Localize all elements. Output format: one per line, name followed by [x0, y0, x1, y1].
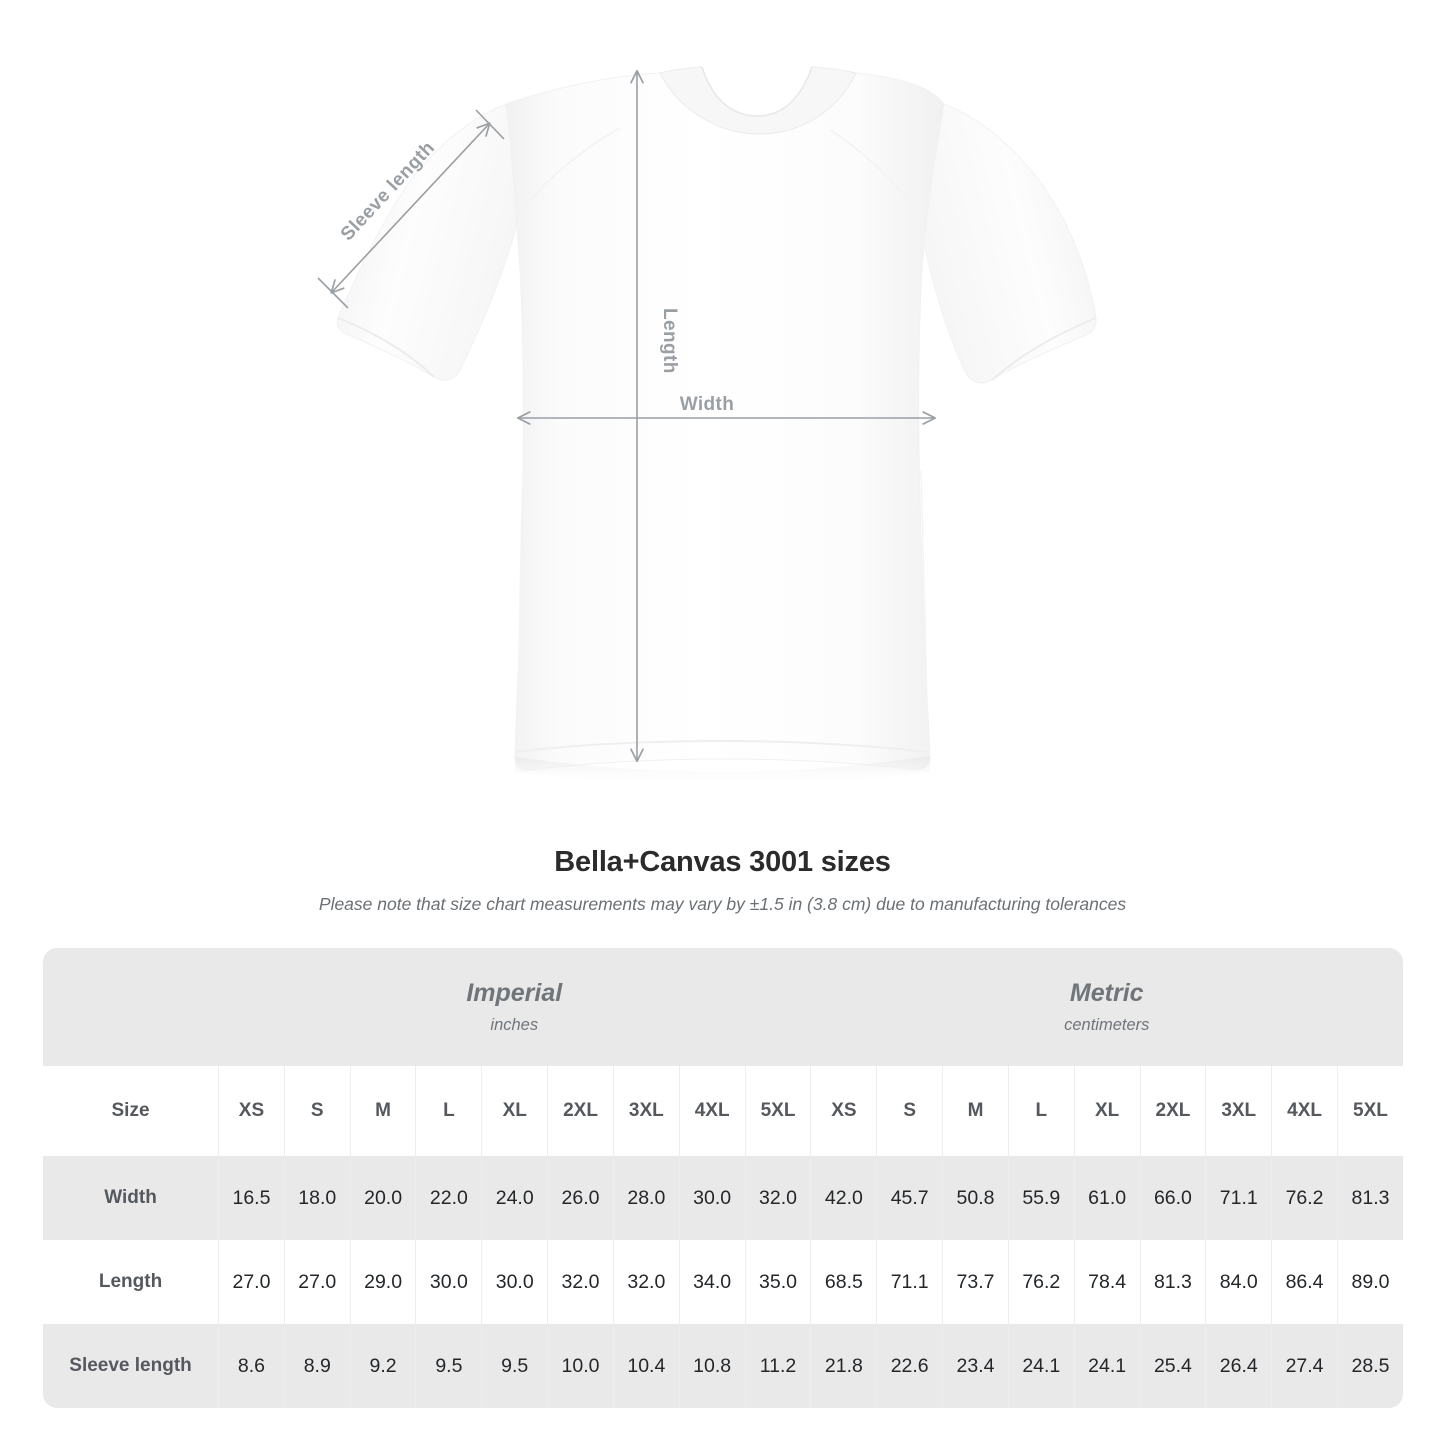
cell-length-imperial: 30.0 [415, 1240, 482, 1324]
cell-width-imperial: 28.0 [612, 1156, 679, 1240]
cell-length-metric: 81.3 [1139, 1240, 1206, 1324]
table-row: Length 27.0 27.0 29.0 30.0 30.0 32.0 32.… [43, 1240, 1403, 1324]
cell-sleeve-metric: 25.4 [1139, 1324, 1206, 1408]
cell-width-metric: 50.8 [942, 1156, 1008, 1240]
tshirt-diagram: Sleeve length Length Width [317, 66, 1097, 786]
cell-width-metric: 61.0 [1073, 1156, 1140, 1240]
row-label-length: Length [43, 1240, 219, 1324]
size-header-cell: M [942, 1066, 1008, 1156]
cell-width-metric: 45.7 [876, 1156, 943, 1240]
cell-width-imperial: 30.0 [678, 1156, 745, 1240]
cell-sleeve-metric: 21.8 [810, 1324, 877, 1408]
cell-sleeve-metric: 27.4 [1271, 1324, 1337, 1408]
cell-width-imperial: 24.0 [481, 1156, 548, 1240]
size-header-cell: 2XL [547, 1066, 613, 1156]
cell-sleeve-imperial: 8.6 [218, 1324, 284, 1408]
size-header-cell: M [349, 1066, 416, 1156]
cell-width-metric: 76.2 [1271, 1156, 1337, 1240]
cell-width-imperial: 20.0 [349, 1156, 416, 1240]
cell-sleeve-metric: 28.5 [1336, 1324, 1403, 1408]
row-label-width: Width [43, 1156, 219, 1240]
unit-banner-spacer [43, 948, 219, 1066]
cell-sleeve-imperial: 9.5 [481, 1324, 548, 1408]
unit-group-metric: Metric centimeters [810, 948, 1403, 1066]
tolerance-note: Please note that size chart measurements… [318, 893, 1127, 914]
cell-sleeve-metric: 22.6 [876, 1324, 943, 1408]
cell-length-imperial: 29.0 [349, 1240, 416, 1324]
size-header-cell: 2XL [1139, 1066, 1206, 1156]
cell-width-metric: 81.3 [1336, 1156, 1403, 1240]
size-header-cell: XS [810, 1066, 877, 1156]
cell-sleeve-imperial: 9.2 [349, 1324, 416, 1408]
unit-group-metric-sub: centimeters [1064, 1015, 1150, 1034]
cell-width-imperial: 16.5 [218, 1156, 284, 1240]
cell-width-imperial: 18.0 [283, 1156, 350, 1240]
size-header-cell: S [283, 1066, 350, 1156]
size-header-cell: 5XL [1336, 1066, 1403, 1156]
cell-width-imperial: 32.0 [744, 1156, 811, 1240]
page-title: Bella+Canvas 3001 sizes [554, 846, 891, 878]
cell-length-imperial: 32.0 [612, 1240, 679, 1324]
size-chart-table: Imperial inches Metric centimeters Size … [43, 948, 1403, 1408]
unit-group-metric-name: Metric [1069, 979, 1144, 1008]
size-header-cell: L [1007, 1066, 1074, 1156]
size-header-cell: XL [1073, 1066, 1140, 1156]
cell-sleeve-imperial: 11.2 [744, 1324, 811, 1408]
cell-length-metric: 73.7 [942, 1240, 1008, 1324]
size-header-cell: L [415, 1066, 482, 1156]
cell-length-metric: 71.1 [876, 1240, 943, 1324]
cell-length-metric: 78.4 [1073, 1240, 1140, 1324]
row-label-sleeve-length: Sleeve length [43, 1324, 219, 1408]
cell-sleeve-imperial: 9.5 [415, 1324, 482, 1408]
size-header-cell: XS [218, 1066, 284, 1156]
cell-width-metric: 71.1 [1205, 1156, 1272, 1240]
cell-length-metric: 84.0 [1205, 1240, 1272, 1324]
cell-sleeve-imperial: 10.0 [547, 1324, 613, 1408]
width-annotation: Width [516, 394, 937, 425]
size-header-cell: 5XL [744, 1066, 811, 1156]
unit-group-imperial-name: Imperial [466, 979, 563, 1008]
size-header-cell: S [876, 1066, 943, 1156]
size-header-cell: 4XL [678, 1066, 745, 1156]
cell-length-imperial: 32.0 [547, 1240, 613, 1324]
cell-sleeve-metric: 23.4 [942, 1324, 1008, 1408]
unit-group-imperial-sub: inches [490, 1015, 539, 1034]
cell-length-imperial: 30.0 [481, 1240, 548, 1324]
size-header-cell: 3XL [1205, 1066, 1272, 1156]
cell-width-imperial: 22.0 [415, 1156, 482, 1240]
cell-length-metric: 68.5 [810, 1240, 877, 1324]
cell-sleeve-metric: 24.1 [1073, 1324, 1140, 1408]
cell-sleeve-metric: 24.1 [1007, 1324, 1074, 1408]
unit-banner-row: Imperial inches Metric centimeters [43, 948, 1403, 1066]
cell-sleeve-imperial: 8.9 [283, 1324, 350, 1408]
unit-group-imperial: Imperial inches [218, 948, 811, 1066]
width-label: Width [680, 394, 735, 415]
tshirt-garment [336, 66, 1097, 786]
length-label: Length [659, 308, 680, 374]
cell-length-metric: 86.4 [1271, 1240, 1337, 1324]
size-header-row: Size XS S M L XL 2XL 3XL 4XL 5XL XS S M … [43, 1066, 1403, 1156]
cell-width-imperial: 26.0 [547, 1156, 613, 1240]
cell-sleeve-imperial: 10.4 [612, 1324, 679, 1408]
cell-width-metric: 66.0 [1139, 1156, 1206, 1240]
cell-length-metric: 76.2 [1007, 1240, 1074, 1324]
heading-block: Bella+Canvas 3001 sizes Please note that… [0, 845, 1445, 915]
size-header-cell: 4XL [1271, 1066, 1337, 1156]
size-header-cell: 3XL [612, 1066, 679, 1156]
cell-width-metric: 42.0 [810, 1156, 877, 1240]
size-header-label: Size [43, 1066, 219, 1156]
table-row: Width 16.5 18.0 20.0 22.0 24.0 26.0 28.0… [43, 1156, 1403, 1240]
cell-length-metric: 89.0 [1336, 1240, 1403, 1324]
cell-length-imperial: 34.0 [678, 1240, 745, 1324]
cell-sleeve-metric: 26.4 [1205, 1324, 1272, 1408]
table-row: Sleeve length 8.6 8.9 9.2 9.5 9.5 10.0 1… [43, 1324, 1403, 1408]
cell-length-imperial: 35.0 [744, 1240, 811, 1324]
cell-length-imperial: 27.0 [283, 1240, 350, 1324]
cell-length-imperial: 27.0 [218, 1240, 284, 1324]
size-chart-table-wrapper: Imperial inches Metric centimeters Size … [43, 948, 1403, 1408]
cell-width-metric: 55.9 [1007, 1156, 1074, 1240]
cell-sleeve-imperial: 10.8 [678, 1324, 745, 1408]
size-header-cell: XL [481, 1066, 548, 1156]
